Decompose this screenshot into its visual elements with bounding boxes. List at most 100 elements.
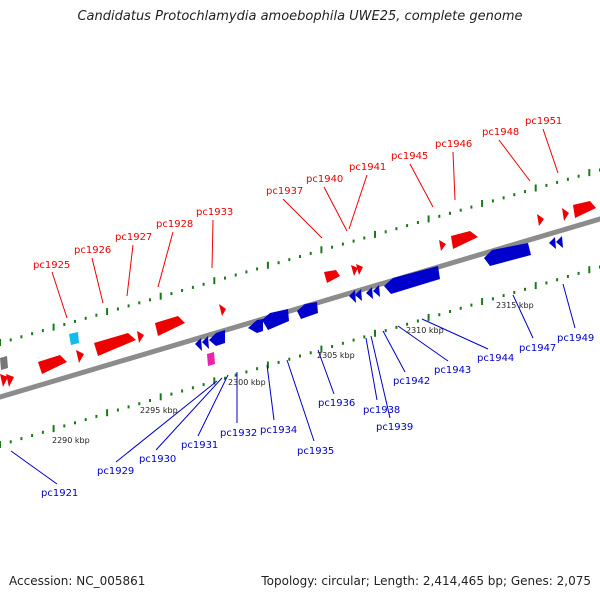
scale-tick — [256, 267, 259, 271]
gene-arrow[interactable] — [324, 270, 340, 283]
scale-tick — [513, 193, 516, 197]
gene-label[interactable]: pc1942 — [393, 376, 430, 387]
gene-arrow[interactable] — [137, 331, 144, 343]
gene-arrow[interactable] — [366, 287, 373, 299]
gene-label[interactable]: pc1927 — [115, 232, 152, 243]
gene-label[interactable]: pc1947 — [519, 343, 556, 354]
gene-label[interactable]: pc1936 — [318, 398, 355, 409]
scale-tick — [384, 230, 387, 234]
gene-arrow[interactable] — [356, 264, 363, 275]
gene-label[interactable]: pc1934 — [260, 425, 297, 436]
scale-tick — [116, 408, 119, 412]
scale-tick — [149, 399, 151, 402]
gene-label[interactable]: pc1941 — [349, 162, 386, 173]
feature-marker[interactable] — [207, 352, 215, 366]
gene-label[interactable]: pc1929 — [97, 466, 134, 477]
gene-arrow[interactable] — [537, 214, 544, 226]
leader-line — [365, 337, 378, 401]
gene-arrow[interactable] — [373, 285, 380, 297]
gene-arrow[interactable] — [209, 330, 225, 346]
leader-line — [382, 330, 406, 373]
gene-arrow[interactable] — [6, 374, 14, 387]
gene-arrow[interactable] — [556, 236, 563, 248]
scale-tick — [384, 329, 387, 333]
scale-tick — [224, 376, 226, 380]
gene-label[interactable]: pc1928 — [156, 219, 193, 230]
scale-tick — [191, 285, 194, 289]
scale-tick — [556, 278, 559, 282]
scale-tick — [84, 418, 87, 422]
gene-arrow[interactable] — [38, 355, 67, 374]
scale-tick — [170, 392, 173, 396]
gene-label[interactable]: pc1938 — [363, 405, 400, 416]
scale-tick — [470, 303, 473, 307]
scale-tick — [545, 183, 548, 187]
gene-label[interactable]: pc1925 — [33, 260, 70, 271]
scale-tick — [213, 277, 216, 285]
scale-tick — [363, 335, 366, 339]
scale-tick — [588, 169, 591, 177]
gene-label[interactable]: pc1940 — [306, 174, 343, 185]
gene-label[interactable]: pc1945 — [391, 151, 428, 162]
gene-arrow[interactable] — [248, 319, 263, 333]
gene-label[interactable]: pc1935 — [297, 446, 334, 457]
gene-arrow[interactable] — [349, 290, 356, 303]
leader-line — [498, 139, 531, 182]
gene-arrow[interactable] — [262, 309, 289, 330]
scale-tick — [534, 184, 537, 192]
leader-line — [51, 271, 68, 319]
scale-tick — [556, 180, 559, 184]
scale-tick — [106, 409, 109, 417]
gene-arrow[interactable] — [439, 240, 446, 251]
gene-arrow[interactable] — [94, 333, 136, 356]
gene-arrow[interactable] — [202, 336, 209, 349]
gene-label[interactable]: pc1943 — [434, 365, 471, 376]
feature-marker[interactable] — [69, 332, 79, 345]
gene-label[interactable]: pc1932 — [220, 428, 257, 439]
gene-label[interactable]: pc1933 — [196, 207, 233, 218]
scale-tick — [524, 287, 526, 291]
gene-label[interactable]: pc1931 — [181, 440, 218, 451]
feature-marker[interactable] — [0, 356, 8, 370]
gene-label[interactable]: pc1926 — [74, 245, 111, 256]
gene-label[interactable]: pc1946 — [435, 139, 472, 150]
scale-tick — [170, 292, 173, 296]
gene-arrow[interactable] — [355, 289, 362, 301]
gene-label[interactable]: pc1951 — [525, 116, 562, 127]
gene-arrow[interactable] — [384, 266, 440, 294]
gene-label[interactable]: pc1921 — [41, 488, 78, 499]
leader-line — [512, 294, 534, 339]
gene-label[interactable]: pc1939 — [376, 422, 413, 433]
scale-tick — [524, 190, 526, 194]
gene-arrow[interactable] — [219, 304, 226, 316]
gene-label[interactable]: pc1944 — [477, 353, 514, 364]
scale-tick — [395, 227, 398, 231]
gene-arrow[interactable] — [76, 350, 84, 363]
gene-arrow[interactable] — [549, 237, 556, 249]
scale-tick — [84, 316, 87, 320]
leader-line — [562, 283, 576, 329]
gene-arrow[interactable] — [484, 243, 531, 266]
gene-arrow[interactable] — [573, 201, 596, 218]
scale-tick — [74, 421, 76, 425]
gene-label[interactable]: pc1937 — [266, 186, 303, 197]
scale-tick — [159, 393, 162, 401]
gene-arrow[interactable] — [195, 338, 202, 351]
gene-arrow[interactable] — [0, 374, 8, 387]
gene-arrow[interactable] — [351, 265, 358, 276]
scale-tick — [234, 373, 237, 377]
gene-arrow[interactable] — [297, 302, 318, 319]
scale-tick — [395, 325, 398, 329]
gene-label[interactable]: pc1948 — [482, 127, 519, 138]
scale-tick — [41, 329, 44, 333]
leader-line — [91, 257, 104, 304]
scale-tick — [202, 383, 205, 387]
gene-arrow[interactable] — [562, 208, 569, 221]
scale-tick — [331, 345, 334, 348]
scale-label: 2315 kbp — [496, 301, 534, 310]
gene-arrow[interactable] — [451, 231, 478, 249]
gene-arrow[interactable] — [155, 316, 185, 336]
gene-label[interactable]: pc1949 — [557, 333, 594, 344]
gene-label[interactable]: pc1930 — [139, 454, 176, 465]
